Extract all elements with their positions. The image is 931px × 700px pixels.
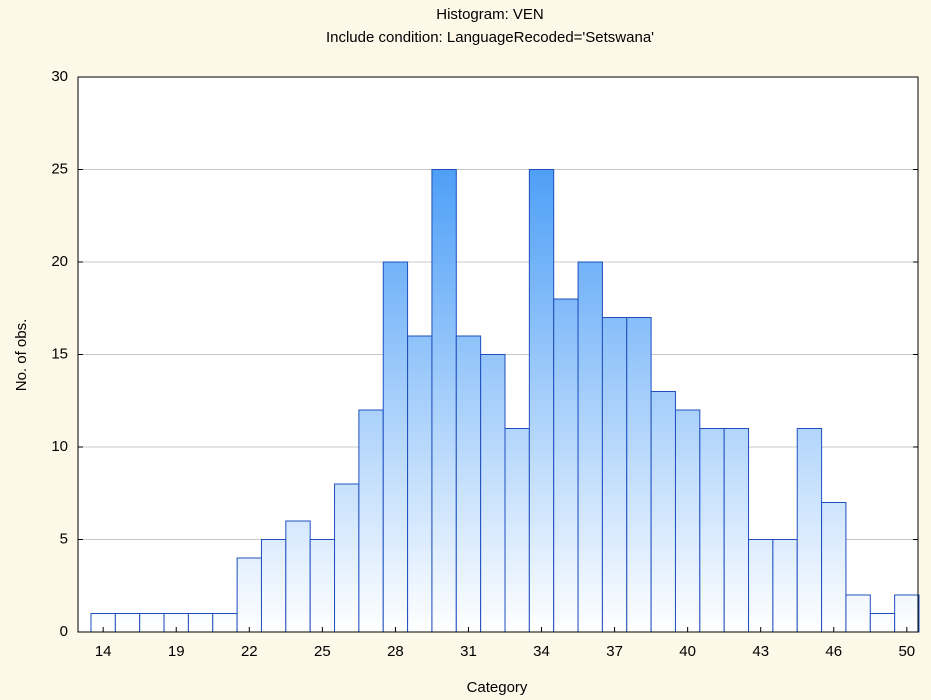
y-tick-label: 15 — [51, 345, 68, 362]
bar — [796, 428, 823, 633]
y-tick-label: 0 — [60, 623, 68, 640]
bar — [699, 428, 725, 633]
x-tick-label: 43 — [752, 643, 769, 660]
x-tick-label: 28 — [387, 643, 404, 660]
x-tick-label: 50 — [898, 643, 915, 660]
bar — [382, 261, 409, 633]
bar — [553, 298, 579, 633]
bar — [334, 483, 360, 633]
bar — [772, 539, 798, 633]
x-tick-label: 14 — [95, 643, 112, 660]
bar — [845, 594, 871, 633]
y-tick-label: 5 — [60, 530, 68, 547]
bar — [114, 613, 141, 633]
bar — [407, 335, 433, 633]
x-tick-label: 46 — [825, 643, 842, 660]
bar — [455, 335, 482, 633]
bar — [358, 409, 384, 633]
bar — [309, 539, 336, 633]
x-tick-label: 34 — [533, 643, 550, 660]
bar — [504, 428, 530, 633]
chart-title: Histogram: VEN — [436, 6, 544, 23]
bar — [626, 317, 652, 633]
x-axis-label: Category — [467, 679, 528, 696]
y-tick-label: 10 — [51, 438, 68, 455]
bar — [285, 520, 311, 633]
x-tick-label: 19 — [168, 643, 185, 660]
bar — [869, 613, 896, 633]
bar — [212, 613, 238, 633]
bar — [431, 169, 457, 633]
bar — [748, 539, 774, 633]
x-tick-label: 31 — [460, 643, 477, 660]
bar — [260, 539, 287, 633]
chart-subtitle: Include condition: LanguageRecoded='Sets… — [326, 29, 654, 46]
x-tick-label: 37 — [606, 643, 623, 660]
bar — [650, 391, 676, 633]
bar — [894, 594, 920, 633]
plot-frame — [77, 76, 919, 633]
x-tick-label: 22 — [241, 643, 258, 660]
bar — [236, 557, 262, 633]
bar — [528, 169, 555, 633]
y-tick-label: 20 — [51, 253, 68, 270]
y-tick-label: 25 — [51, 160, 68, 177]
bar — [674, 409, 701, 633]
y-axis-label: No. of obs. — [13, 319, 30, 392]
bar — [480, 354, 506, 633]
bar — [723, 428, 750, 633]
bar — [577, 261, 603, 633]
y-tick-label: 30 — [51, 68, 68, 85]
x-tick-label: 40 — [679, 643, 696, 660]
bar — [601, 317, 628, 633]
bar — [821, 502, 847, 633]
bar — [187, 613, 214, 633]
bar — [139, 613, 165, 633]
x-tick-label: 25 — [314, 643, 331, 660]
